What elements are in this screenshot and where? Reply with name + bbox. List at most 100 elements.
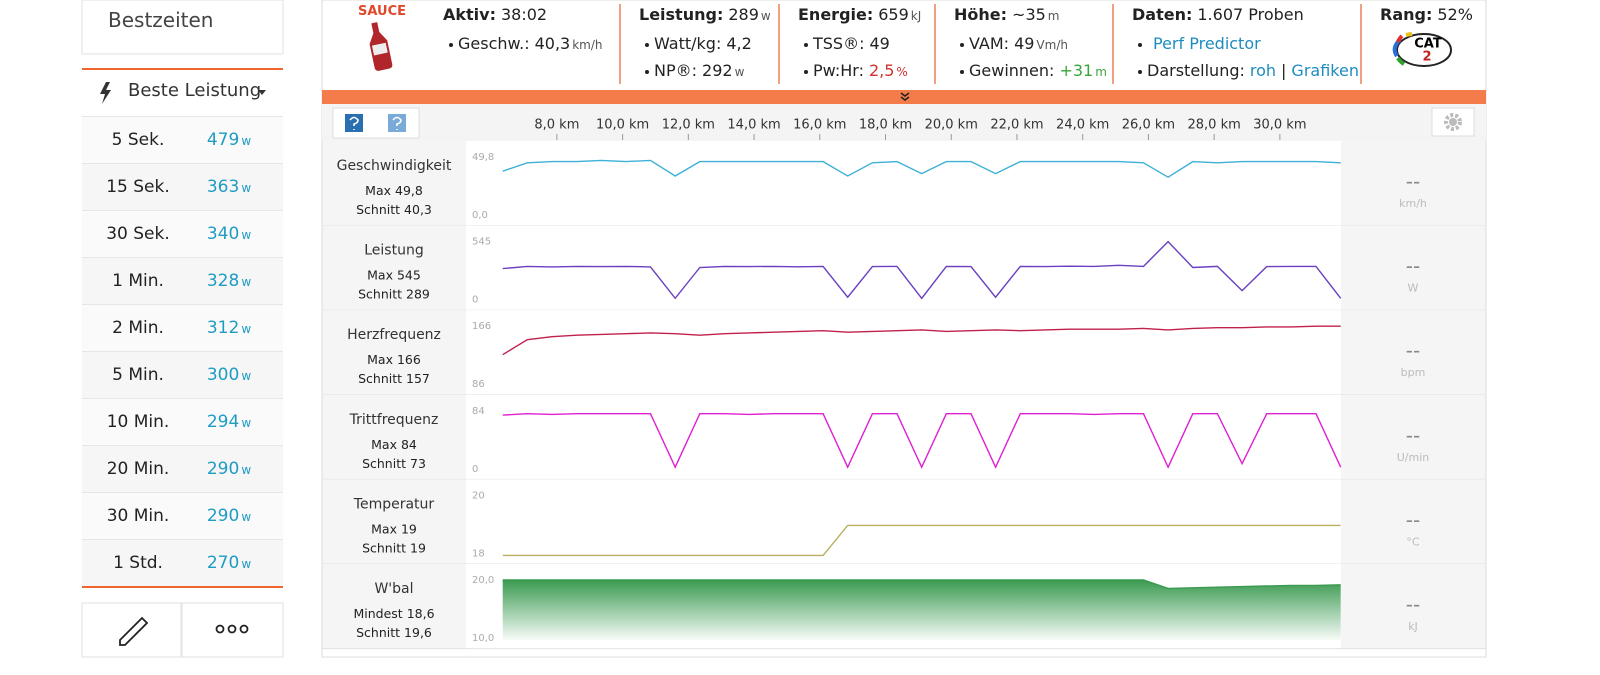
peak-value: 479 w (194, 117, 264, 164)
stat-group: Rang: 52% (1380, 0, 1473, 30)
row-label-cell (322, 310, 467, 395)
peaks-dropdown[interactable]: Beste Leistung (128, 80, 262, 101)
peak-row: 30 Min. 290 w (82, 492, 283, 539)
edit-button[interactable] (81, 602, 182, 658)
stat-label: Max (365, 183, 391, 198)
stat-value: 19,6 (404, 625, 432, 640)
stat-item: NP®: 292 w (639, 57, 771, 84)
stat-item: Darstellung: roh | Grafiken (1132, 57, 1359, 84)
stat-label: Max (367, 267, 393, 282)
stat-value: 545 (397, 267, 421, 282)
logo-label (371, 42, 388, 56)
peak-value: 328 w (194, 258, 264, 305)
peak-number: 300 (206, 365, 240, 385)
x-tick-label: 14,0 km (727, 118, 780, 133)
stat-item: Gewinnen: +31 m (954, 57, 1107, 84)
current-value: -- (1406, 339, 1420, 363)
collapse-icon[interactable] (900, 92, 910, 101)
help-button[interactable] (388, 114, 406, 132)
link[interactable]: roh (1249, 61, 1277, 80)
x-tick-label: 12,0 km (662, 118, 715, 133)
peak-value: 312 w (194, 305, 264, 352)
badge-level: 2 (1422, 50, 1431, 65)
current-value: -- (1406, 254, 1420, 278)
stat-label: TSS®: (813, 34, 865, 53)
peak-label: 1 Min. (112, 271, 164, 291)
more-button[interactable] (181, 602, 284, 658)
stat-item: VAM: 49 Vm/h (954, 30, 1107, 57)
stat-value: 18,6 (407, 606, 435, 621)
x-tick-label: 20,0 km (925, 118, 978, 133)
peak-number: 312 (206, 318, 240, 338)
help-icon (392, 116, 402, 130)
row-stat: Max 166 (367, 352, 421, 367)
stat-group: Daten: 1.607 Proben Perf Predictor Darstell… (1132, 0, 1359, 84)
stat-value: 19 (401, 521, 417, 536)
x-tick-label: 30,0 km (1253, 118, 1306, 133)
y-tick-label: 20 (472, 490, 485, 501)
stat-unit: Vm/h (1036, 38, 1068, 52)
y-tick-label: 18 (472, 548, 485, 559)
stat-value: 166 (397, 352, 421, 367)
x-tick-label: 26,0 km (1122, 118, 1175, 133)
stat-value: +31 (1059, 61, 1094, 80)
peak-number: 328 (206, 271, 240, 291)
row-stat: Max 545 (367, 267, 421, 282)
row-title: Temperatur (353, 496, 435, 512)
stat-label: Schnitt (362, 455, 406, 470)
row-stat: Schnitt 73 (362, 455, 426, 470)
peak-unit: w (241, 181, 252, 195)
stat-value: 84 (401, 436, 417, 451)
dropdown-caret[interactable] (258, 90, 266, 95)
row-stat: Max 49,8 (365, 183, 423, 198)
peak-number: 479 (206, 130, 240, 150)
peak-row: 30 Sek. 340 w (82, 210, 283, 257)
y-tick-label: 0,0 (472, 210, 488, 221)
stat-value: 157 (406, 371, 430, 386)
stat-value: 40,3 (534, 34, 571, 53)
bullet (645, 69, 649, 74)
rank-badge (1396, 33, 1452, 67)
stat-value: 289 (728, 5, 759, 24)
bullet (960, 42, 964, 47)
stat-unit: m (1095, 65, 1107, 79)
dots-icon (227, 624, 237, 634)
peak-label: 20 Min. (106, 459, 170, 479)
line (502, 325, 1341, 356)
line (502, 159, 1341, 179)
stat-label: Watt/kg: (654, 34, 722, 53)
row-label-cell (322, 225, 467, 311)
separator (82, 586, 283, 588)
current-unit: bpm (1401, 366, 1426, 379)
link[interactable]: Perf Predictor (1153, 34, 1261, 53)
peak-value: 290 w (194, 493, 264, 540)
line (502, 412, 1342, 469)
row-label-cell (322, 394, 467, 480)
stat-label: Schnitt (358, 286, 402, 301)
current-unit: U/min (1397, 451, 1430, 464)
collapse-bar[interactable] (322, 90, 1486, 104)
badge-stripe (1396, 34, 1404, 43)
stat-item: Geschw.: 40,3 km/h (443, 30, 603, 57)
stat-group: Leistung: 289 w Watt/kg: 4,2 NP®: 292 w (639, 0, 771, 84)
gear-icon (1444, 113, 1462, 131)
peak-unit: w (241, 322, 252, 336)
row-label-cell (322, 564, 467, 649)
bolt-icon (100, 82, 111, 104)
x-tick-label: 18,0 km (859, 118, 912, 133)
peak-label: 2 Min. (112, 318, 164, 338)
row-title: Geschwindigkeit (337, 158, 452, 174)
link[interactable]: Grafiken (1291, 61, 1359, 80)
stat-label: Max (371, 436, 397, 451)
current-cell (1341, 479, 1486, 564)
x-tick-label: 28,0 km (1188, 118, 1241, 133)
peak-unit: w (241, 369, 252, 383)
help-button[interactable] (345, 114, 363, 132)
x-tick-label: 22,0 km (990, 118, 1043, 133)
peak-label: 1 Std. (113, 553, 163, 573)
stat-label: Darstellung: (1147, 61, 1245, 80)
y-tick-label: 10,0 (472, 633, 494, 644)
pencil-icon (119, 616, 149, 646)
peak-label: 5 Sek. (111, 130, 165, 150)
peak-row: 10 Min. 294 w (82, 398, 283, 445)
